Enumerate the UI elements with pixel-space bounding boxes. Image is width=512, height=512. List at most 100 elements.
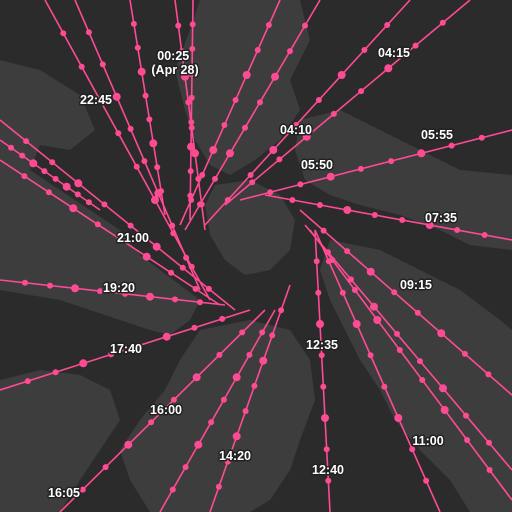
track-position-marker (185, 99, 192, 106)
track-position-marker (278, 307, 285, 314)
track-position-marker (169, 222, 176, 229)
track-position-marker (348, 276, 354, 283)
track-position-marker (97, 288, 103, 295)
time-label-1100: 11:00 (412, 434, 443, 448)
track-position-marker (352, 320, 361, 328)
track-position-marker (172, 296, 178, 303)
track-position-marker (271, 72, 279, 81)
time-label-2245: 22:45 (80, 93, 112, 107)
track-position-marker (209, 146, 218, 154)
track-position-marker (188, 197, 195, 203)
track-position-marker (399, 217, 406, 223)
track-position-marker (130, 20, 137, 27)
track-position-marker (425, 221, 434, 229)
track-position-marker (251, 382, 258, 389)
flight-track-line (0, 139, 101, 211)
track-position-marker (22, 279, 28, 286)
track-position-marker (351, 287, 358, 293)
track-position-marker (94, 221, 101, 228)
flight-track-line (0, 119, 236, 311)
time-label-1740: 17:40 (110, 342, 142, 356)
track-position-marker (440, 406, 449, 414)
track-position-marker (142, 252, 151, 261)
track-position-marker (325, 477, 332, 484)
track-position-marker (320, 227, 327, 234)
track-position-marker (182, 464, 189, 471)
time-label-0550: 05:50 (301, 158, 333, 172)
track-position-marker (112, 92, 121, 101)
flight-track-line (0, 279, 226, 306)
track-position-marker (315, 289, 322, 296)
track-position-marker (119, 237, 126, 244)
track-position-marker (168, 269, 175, 276)
track-position-marker (85, 29, 92, 36)
landmass-south (120, 320, 315, 512)
track-position-marker (439, 384, 447, 393)
track-position-marker (170, 396, 177, 403)
track-position-marker (79, 359, 88, 368)
track-position-marker (21, 173, 28, 180)
track-position-marker (485, 371, 492, 378)
track-position-marker (249, 179, 256, 186)
track-position-marker (141, 158, 148, 165)
track-position-marker (199, 172, 206, 178)
track-position-marker (478, 134, 485, 141)
landmass-north (175, 0, 310, 175)
track-position-marker (62, 182, 71, 191)
track-position-marker (394, 414, 403, 422)
track-position-marker (276, 156, 283, 163)
track-position-marker (384, 22, 391, 28)
track-position-marker (212, 175, 218, 182)
track-position-marker (384, 64, 393, 73)
track-position-marker (224, 197, 231, 203)
track-position-marker (391, 289, 398, 296)
track-position-marker (486, 439, 492, 446)
track-position-marker (78, 63, 85, 70)
track-position-marker (122, 290, 128, 297)
track-position-marker (257, 99, 263, 106)
track-position-marker (419, 377, 426, 383)
flight-track-line (204, 0, 411, 226)
track-position-marker (265, 22, 272, 28)
track-position-marker (178, 48, 185, 55)
track-position-marker (152, 242, 161, 251)
track-position-marker (183, 254, 190, 261)
track-position-marker (437, 329, 446, 338)
time-label-0410: 04:10 (280, 123, 312, 137)
time-label-1240: 12:40 (312, 463, 344, 477)
track-position-marker (8, 144, 15, 151)
track-position-marker (320, 383, 327, 390)
flight-track-line (0, 159, 221, 306)
time-label-2100: 21:00 (117, 231, 149, 245)
track-position-marker (344, 248, 351, 255)
track-position-marker (423, 477, 430, 484)
track-position-marker (396, 347, 403, 353)
time-label-1605: 16:05 (48, 486, 80, 500)
flight-track-line (314, 229, 441, 512)
landmass-northwest (0, 60, 200, 335)
track-position-marker (52, 175, 59, 182)
track-position-marker (188, 94, 195, 101)
track-position-marker (302, 132, 311, 141)
track-position-marker (454, 227, 461, 233)
time-label-1420: 14:20 (219, 449, 251, 463)
time-label-1235: 12:35 (306, 338, 338, 352)
track-position-marker (481, 232, 488, 238)
track-position-marker (74, 179, 83, 188)
flight-track-line (184, 0, 321, 231)
track-position-marker (269, 332, 276, 339)
track-position-marker (239, 329, 246, 336)
track-position-marker (269, 146, 278, 154)
flight-track-line (74, 0, 201, 291)
track-position-marker (162, 332, 171, 341)
track-position-marker (219, 315, 226, 322)
flight-track-line (209, 284, 291, 512)
track-position-marker (124, 440, 133, 449)
track-position-marker (197, 201, 203, 208)
track-position-marker (71, 284, 79, 293)
track-position-marker (149, 139, 158, 148)
track-position-marker (366, 267, 375, 276)
track-position-marker (52, 369, 59, 376)
